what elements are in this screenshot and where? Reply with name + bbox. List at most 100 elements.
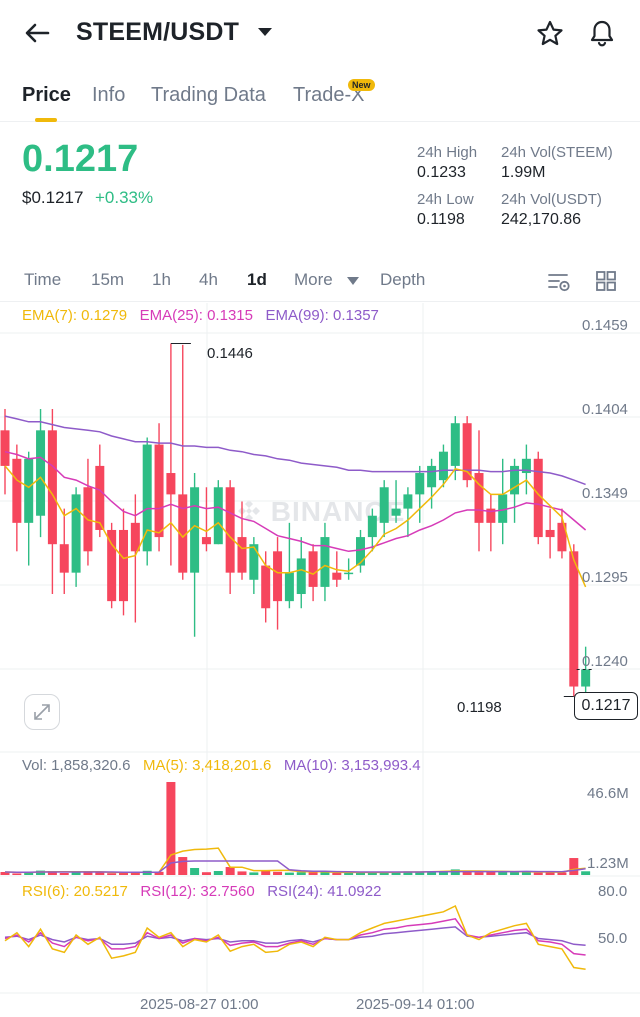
star-icon[interactable] [534, 18, 566, 50]
active-tab-indicator [35, 118, 57, 122]
vol-base-label: 24h Vol(STEEM) [501, 144, 613, 161]
candle-body [12, 458, 22, 523]
tf-depth[interactable]: Depth [380, 270, 426, 289]
rsi24-legend: RSI(24): 41.0922 [267, 883, 382, 900]
binance-logo-icon [238, 500, 260, 522]
low-value: 0.1198 [417, 211, 465, 228]
candle-body [533, 458, 543, 538]
timeframe-bar: Time 15m 1h 4h 1d More Depth [0, 262, 640, 302]
volume-bar [83, 872, 93, 875]
volume-bar [510, 872, 520, 875]
candle-body [273, 551, 283, 602]
volume-bar [474, 872, 484, 875]
vol-legend: Vol: 1,858,320.6 [22, 757, 131, 774]
price-axis-label: 0.1404 [582, 401, 628, 418]
ema99-line [4, 415, 586, 486]
candle-body [142, 444, 152, 552]
tab-trade-x[interactable]: Trade-X [293, 84, 365, 106]
volume-bar [12, 873, 22, 875]
ma5-legend: MA(5): 3,418,201.6 [142, 757, 272, 774]
tf-1h[interactable]: 1h [152, 270, 171, 289]
volume-bar [462, 871, 472, 875]
candle-body [225, 487, 235, 573]
tf-time[interactable]: Time [24, 270, 62, 289]
volume-bar [379, 872, 389, 875]
ema7-line [4, 465, 587, 588]
fullscreen-button[interactable] [24, 694, 60, 730]
candle-body [308, 551, 318, 587]
candle-body [47, 430, 57, 545]
volume-bar [320, 871, 330, 875]
price-axis-label: 0.1295 [582, 569, 628, 586]
candle-body [107, 529, 117, 602]
ema99-legend: EMA(99): 0.1357 [265, 307, 379, 324]
back-arrow-icon[interactable] [22, 18, 52, 48]
volume-bar [308, 872, 318, 875]
candle-body [201, 537, 211, 545]
volume-bar [36, 870, 46, 875]
tab-trading-data[interactable]: Trading Data [151, 84, 266, 106]
caret-down-icon[interactable] [255, 24, 275, 40]
volume-bar [581, 871, 591, 875]
candle-body [557, 522, 567, 552]
volume-bar [190, 868, 200, 875]
volume-bar [130, 872, 140, 875]
volume-bar [415, 871, 425, 875]
tf-1d[interactable]: 1d [247, 270, 267, 289]
volume-bar [545, 872, 555, 875]
candle-body [438, 451, 448, 481]
price-axis-label: 0.1459 [582, 317, 628, 334]
volume-bar [284, 872, 294, 875]
section-tabs: Price Info Trading Data Trade-X [0, 78, 640, 122]
candle-body [95, 465, 105, 530]
ma10-line [4, 860, 586, 873]
candle-body [190, 487, 200, 573]
candle-body [0, 430, 10, 466]
candle-body [24, 458, 34, 523]
rsi-legend: RSI(6): 20.5217 RSI(12): 32.7560 RSI(24)… [22, 883, 381, 900]
candle-body [71, 494, 81, 573]
candle-body [367, 515, 377, 538]
tab-info[interactable]: Info [92, 84, 126, 106]
volume-bar [0, 872, 10, 875]
volume-bar [154, 871, 164, 875]
high-marker-label: 0.1446 [207, 345, 253, 362]
candle-body [379, 487, 389, 523]
current-price-tag: 0.1217 [574, 692, 638, 720]
ema25-line [4, 450, 587, 553]
candle-body [344, 572, 354, 575]
date-label: 2025-09-14 01:00 [356, 996, 475, 1013]
volume-bar [403, 871, 413, 875]
tf-15m[interactable]: 15m [91, 270, 125, 289]
candle-body [284, 572, 294, 602]
volume-bar [391, 872, 401, 875]
tab-price[interactable]: Price [22, 84, 71, 106]
volume-bar [95, 872, 105, 875]
more-caret-icon[interactable] [346, 276, 360, 286]
new-badge: New [348, 79, 375, 91]
rsi6-legend: RSI(6): 20.5217 [22, 883, 128, 900]
tf-4h[interactable]: 4h [199, 270, 218, 289]
tf-more[interactable]: More [294, 270, 333, 289]
indicator-settings-icon[interactable] [547, 270, 571, 294]
candle-body [581, 669, 591, 687]
volume-axis-label: 46.6M [587, 785, 629, 802]
candle-body [154, 444, 164, 538]
candle-body [415, 473, 425, 495]
volume-bar [119, 872, 128, 875]
volume-bar [249, 872, 259, 875]
candle-body [450, 423, 460, 466]
low-label: 24h Low [417, 191, 474, 208]
volume-bar [237, 871, 247, 875]
volume-bar [273, 871, 283, 875]
candle-body [510, 465, 520, 495]
vol-quote-label: 24h Vol(USDT) [501, 191, 602, 208]
usd-price: $0.1217 [22, 188, 84, 207]
bell-icon[interactable] [586, 17, 618, 49]
price-change: +0.33% [95, 188, 154, 207]
layout-grid-icon[interactable] [595, 270, 617, 292]
candle-body [356, 537, 365, 566]
candle-body [391, 508, 401, 516]
pair-selector[interactable]: STEEM/USDT [76, 18, 240, 46]
